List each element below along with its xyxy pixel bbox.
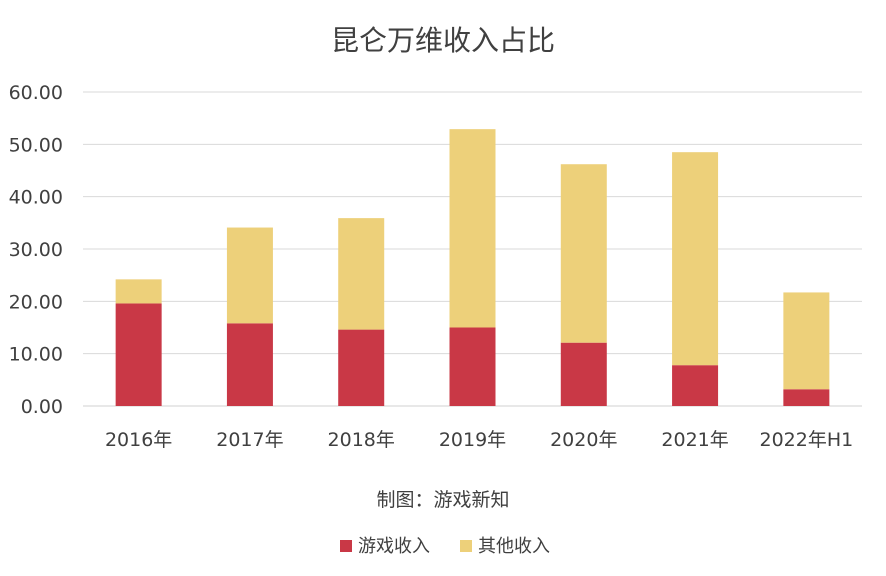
bar-other-revenue (560, 164, 607, 343)
bar-other-revenue (115, 279, 162, 304)
bar-other-revenue (783, 292, 830, 390)
y-tick-label: 20.00 (9, 291, 63, 313)
x-tick-label: 2018年 (328, 429, 395, 451)
x-tick-label: 2022年H1 (759, 429, 853, 451)
x-tick-label: 2020年 (550, 429, 617, 451)
bar-game-revenue (560, 342, 607, 406)
bar-game-revenue (672, 365, 719, 406)
x-axis-labels: 2016年 2017年 2018年 2019年 2020年 2021年 2022年H1 (105, 429, 853, 451)
x-tick-label: 2021年 (661, 429, 728, 451)
y-axis-ticks: 0.00 10.00 20.00 30.00 40.00 50.00 60.00 (9, 82, 63, 418)
bar-game-revenue (783, 389, 830, 406)
bars (115, 129, 830, 406)
bar-game-revenue (115, 303, 162, 406)
chart-title: 昆仑万维收入占比 (331, 24, 555, 57)
bar-other-revenue (226, 227, 273, 324)
bar-game-revenue (226, 323, 273, 406)
x-tick-label: 2016年 (105, 429, 172, 451)
y-tick-label: 0.00 (21, 396, 63, 418)
y-tick-label: 10.00 (9, 344, 63, 366)
y-tick-label: 60.00 (9, 82, 63, 104)
legend-swatch (460, 540, 472, 552)
legend-swatch (340, 540, 352, 552)
x-tick-label: 2019年 (439, 429, 506, 451)
legend: 游戏收入 其他收入 (340, 536, 550, 557)
y-tick-label: 50.00 (9, 134, 63, 156)
legend-label: 其他收入 (478, 536, 550, 557)
bar-other-revenue (338, 218, 385, 330)
legend-label: 游戏收入 (358, 536, 430, 557)
chart-caption: 制图：游戏新知 (376, 489, 509, 511)
bar-game-revenue (449, 327, 496, 406)
y-tick-label: 40.00 (9, 187, 63, 209)
y-tick-label: 30.00 (9, 239, 63, 261)
x-tick-label: 2017年 (216, 429, 283, 451)
bar-game-revenue (338, 329, 385, 406)
bar-other-revenue (672, 152, 719, 366)
bar-other-revenue (449, 129, 496, 328)
